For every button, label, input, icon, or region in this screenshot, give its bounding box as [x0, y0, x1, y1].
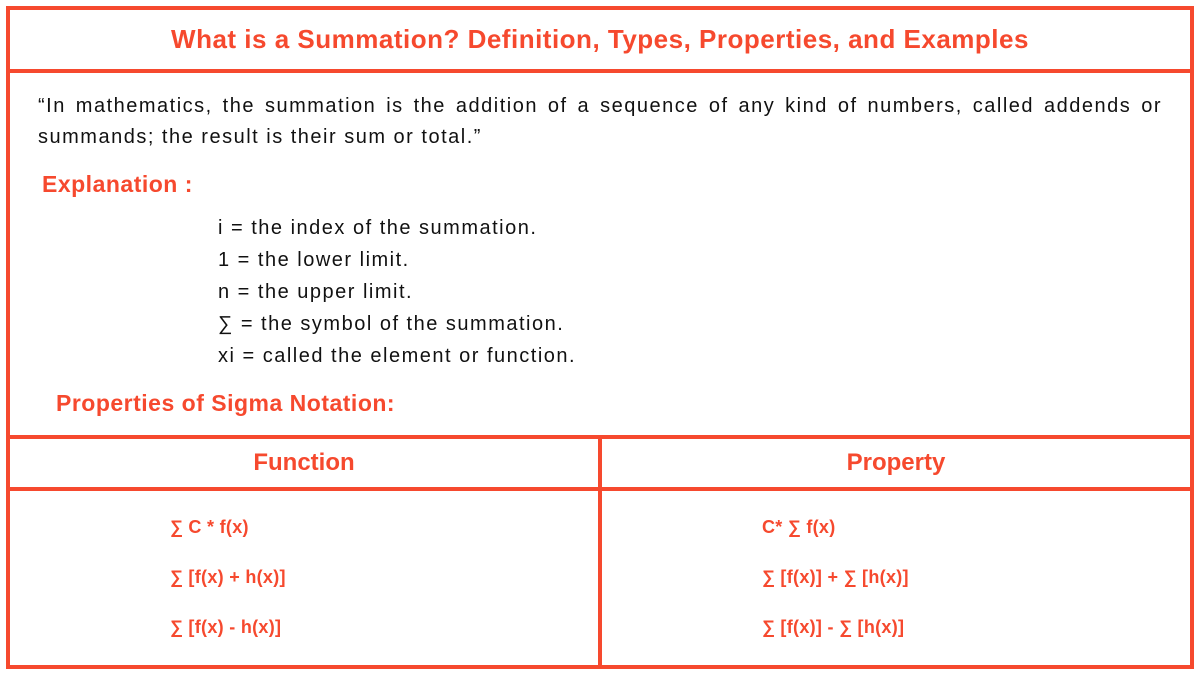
page-title: What is a Summation? Definition, Types, … — [20, 24, 1180, 55]
explanation-item: 1 = the lower limit. — [218, 244, 1162, 276]
table-cell: ∑ [f(x)] + ∑ [h(x)] — [762, 566, 1190, 589]
table-header-property: Property — [602, 439, 1190, 487]
explanation-item: i = the index of the summation. — [218, 212, 1162, 244]
properties-table: Function Property ∑ C * f(x) ∑ [f(x) + h… — [10, 435, 1190, 665]
explanation-item: ∑ = the symbol of the summation. — [218, 308, 1162, 340]
content-area: “In mathematics, the summation is the ad… — [10, 73, 1190, 435]
document-frame: What is a Summation? Definition, Types, … — [6, 6, 1194, 669]
table-cell: ∑ [f(x) + h(x)] — [170, 566, 598, 589]
table-col-property: C* ∑ f(x) ∑ [f(x)] + ∑ [h(x)] ∑ [f(x)] -… — [602, 491, 1190, 665]
table-cell: ∑ [f(x)] - ∑ [h(x)] — [762, 616, 1190, 639]
table-header-row: Function Property — [10, 439, 1190, 491]
explanation-list: i = the index of the summation. 1 = the … — [218, 212, 1162, 372]
table-cell: C* ∑ f(x) — [762, 516, 1190, 539]
explanation-item: xi = called the element or function. — [218, 340, 1162, 372]
table-cell: ∑ [f(x) - h(x)] — [170, 616, 598, 639]
table-cell: ∑ C * f(x) — [170, 516, 598, 539]
explanation-item: n = the upper limit. — [218, 276, 1162, 308]
title-bar: What is a Summation? Definition, Types, … — [10, 10, 1190, 73]
table-header-function: Function — [10, 439, 602, 487]
table-body: ∑ C * f(x) ∑ [f(x) + h(x)] ∑ [f(x) - h(x… — [10, 491, 1190, 665]
table-col-function: ∑ C * f(x) ∑ [f(x) + h(x)] ∑ [f(x) - h(x… — [10, 491, 602, 665]
explanation-label: Explanation : — [42, 171, 1162, 198]
definition-text: “In mathematics, the summation is the ad… — [38, 91, 1162, 153]
properties-label: Properties of Sigma Notation: — [56, 390, 1162, 417]
